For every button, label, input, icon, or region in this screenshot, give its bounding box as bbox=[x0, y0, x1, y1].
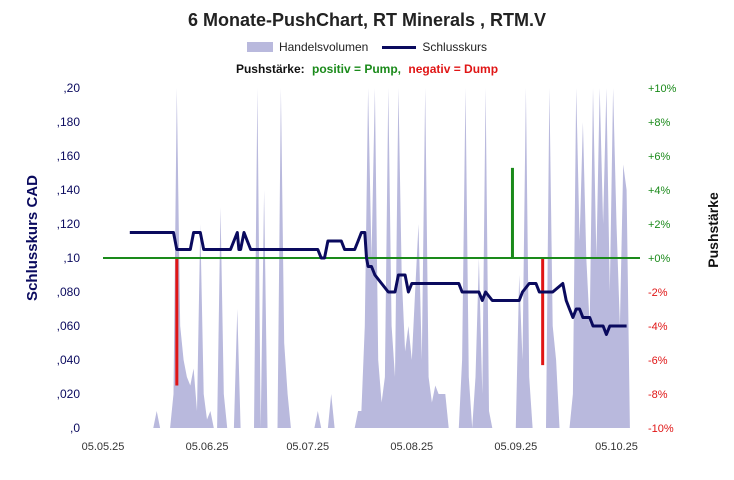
y-right-tick-label: -10% bbox=[648, 423, 674, 435]
right-axis-ticks: -10% -8% -6% -4% -2% +0% +2% +4% +6% +8% +10% bbox=[648, 83, 677, 435]
legend-item-close: Schlusskurs bbox=[382, 40, 487, 54]
y-right-tick-label: -6% bbox=[648, 355, 668, 367]
y-axis-left-title: Schlusskurs CAD bbox=[24, 175, 41, 301]
close-line-layer bbox=[129, 231, 627, 336]
x-tick-label: 05.07.25 bbox=[286, 441, 329, 453]
y-right-tick-label: -4% bbox=[648, 321, 668, 333]
y-left-tick-label: ,10 bbox=[63, 251, 80, 265]
y-left-tick-label: ,060 bbox=[57, 319, 81, 333]
y-right-tick-label: +4% bbox=[648, 185, 671, 197]
y-right-tick-label: -2% bbox=[648, 287, 668, 299]
y-left-tick-label: ,160 bbox=[57, 149, 81, 163]
legend-volume-swatch bbox=[246, 42, 273, 52]
y-right-tick-label: +6% bbox=[648, 151, 671, 163]
push-legend-prefix: Pushstärke: bbox=[235, 62, 305, 76]
close-price-line bbox=[129, 231, 627, 336]
y-left-tick-label: ,140 bbox=[57, 183, 81, 197]
push-bars-layer bbox=[175, 167, 545, 386]
legend-close-label: Schlusskurs bbox=[422, 40, 488, 54]
legend: Handelsvolumen Schlusskurs bbox=[0, 40, 734, 54]
push-legend-negative: negativ = Dump bbox=[408, 62, 499, 76]
y-left-tick-label: ,040 bbox=[57, 353, 81, 367]
y-left-tick-label: ,020 bbox=[57, 387, 81, 401]
x-axis-ticks: 05.05.25 05.06.25 05.07.25 05.08.25 05.09.25… bbox=[82, 441, 638, 453]
x-tick-label: 05.09.25 bbox=[494, 441, 537, 453]
y-right-tick-label: -8% bbox=[648, 389, 668, 401]
x-tick-label: 05.08.25 bbox=[390, 441, 433, 453]
chart-title: 6 Monate-PushChart, RT Minerals , RTM.V bbox=[187, 10, 547, 30]
y-right-tick-label: +0% bbox=[648, 253, 671, 265]
y-right-tick-label: +2% bbox=[648, 219, 671, 231]
push-legend-positive: positiv = Pump, bbox=[312, 62, 402, 76]
volume-layer bbox=[129, 88, 630, 428]
y-left-tick-label: ,20 bbox=[63, 81, 80, 95]
legend-volume-label: Handelsvolumen bbox=[278, 40, 369, 54]
x-tick-label: 05.05.25 bbox=[82, 441, 125, 453]
left-axis-ticks: ,0 ,020 ,040 ,060 ,080 ,10 ,120 ,140 ,160 ,180 ,20 bbox=[57, 81, 81, 435]
y-axis-right-title: Pushstärke bbox=[705, 192, 721, 268]
push-legend: Pushstärke: positiv = Pump, negativ = Du… bbox=[0, 62, 734, 76]
y-right-tick-label: +8% bbox=[648, 117, 671, 129]
y-right-tick-label: +10% bbox=[648, 83, 677, 95]
y-left-tick-label: ,120 bbox=[57, 217, 81, 231]
y-left-tick-label: ,080 bbox=[57, 285, 81, 299]
y-left-tick-label: ,0 bbox=[70, 421, 80, 435]
legend-item-volume: Handelsvolumen bbox=[246, 40, 369, 54]
x-tick-label: 05.10.25 bbox=[595, 441, 638, 453]
volume-area bbox=[129, 88, 630, 428]
y-left-tick-label: ,180 bbox=[57, 115, 81, 129]
x-tick-label: 05.06.25 bbox=[186, 441, 229, 453]
legend-close-swatch bbox=[382, 45, 417, 49]
